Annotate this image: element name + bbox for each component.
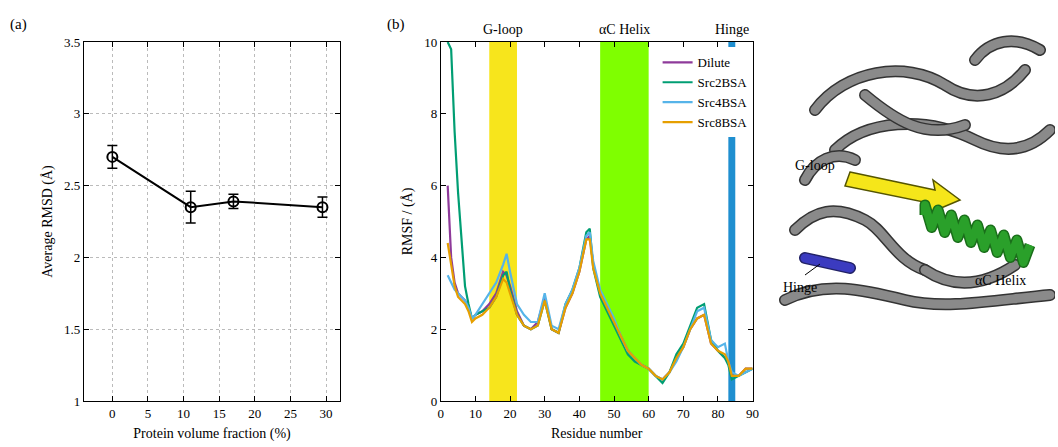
svg-text:10: 10 xyxy=(469,406,482,421)
svg-text:6: 6 xyxy=(431,178,438,193)
svg-text:30: 30 xyxy=(538,406,551,421)
svg-text:50: 50 xyxy=(608,406,621,421)
svg-text:αC Helix: αC Helix xyxy=(599,22,650,37)
svg-text:8: 8 xyxy=(431,106,438,121)
svg-text:G-loop: G-loop xyxy=(795,158,835,173)
svg-text:90: 90 xyxy=(746,406,759,421)
svg-text:αC Helix: αC Helix xyxy=(975,273,1026,288)
svg-text:0: 0 xyxy=(431,394,438,409)
svg-text:Src4BSA: Src4BSA xyxy=(698,95,748,110)
svg-text:25: 25 xyxy=(284,406,297,421)
svg-text:15: 15 xyxy=(213,406,226,421)
svg-text:20: 20 xyxy=(248,406,261,421)
svg-text:Protein volume fraction (%): Protein volume fraction (%) xyxy=(133,426,291,442)
svg-text:Residue number: Residue number xyxy=(551,426,643,441)
svg-text:0: 0 xyxy=(109,406,116,421)
svg-text:(b): (b) xyxy=(387,16,405,33)
svg-text:40: 40 xyxy=(573,406,586,421)
svg-text:Src8BSA: Src8BSA xyxy=(698,115,748,130)
svg-text:(a): (a) xyxy=(10,16,27,33)
svg-text:80: 80 xyxy=(711,406,724,421)
svg-text:2.5: 2.5 xyxy=(64,178,80,193)
svg-text:Hinge: Hinge xyxy=(715,22,749,37)
svg-text:5: 5 xyxy=(145,406,152,421)
svg-text:Dilute: Dilute xyxy=(698,55,731,70)
svg-text:Average RMSD (Å): Average RMSD (Å) xyxy=(40,165,56,278)
svg-text:Hinge: Hinge xyxy=(783,280,817,295)
svg-text:RMSF / (Å): RMSF / (Å) xyxy=(400,187,416,255)
svg-text:70: 70 xyxy=(677,406,690,421)
svg-text:30: 30 xyxy=(320,406,333,421)
svg-text:4: 4 xyxy=(431,250,438,265)
svg-text:Src2BSA: Src2BSA xyxy=(698,75,748,90)
svg-text:10: 10 xyxy=(424,35,437,50)
svg-text:2: 2 xyxy=(74,250,81,265)
svg-text:60: 60 xyxy=(642,406,655,421)
svg-text:10: 10 xyxy=(177,406,190,421)
svg-text:1: 1 xyxy=(74,394,81,409)
svg-text:G-loop: G-loop xyxy=(483,22,523,37)
svg-text:3.5: 3.5 xyxy=(64,35,80,50)
svg-text:2: 2 xyxy=(431,322,438,337)
svg-text:1.5: 1.5 xyxy=(64,322,80,337)
svg-text:0: 0 xyxy=(438,406,445,421)
svg-text:20: 20 xyxy=(504,406,517,421)
svg-text:3: 3 xyxy=(74,106,81,121)
